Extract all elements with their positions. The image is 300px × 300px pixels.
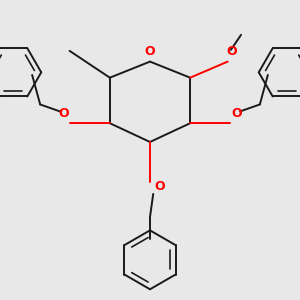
Text: O: O — [145, 46, 155, 59]
Text: O: O — [227, 46, 237, 59]
Text: O: O — [154, 180, 165, 193]
Text: O: O — [232, 107, 242, 120]
Text: O: O — [58, 107, 68, 120]
